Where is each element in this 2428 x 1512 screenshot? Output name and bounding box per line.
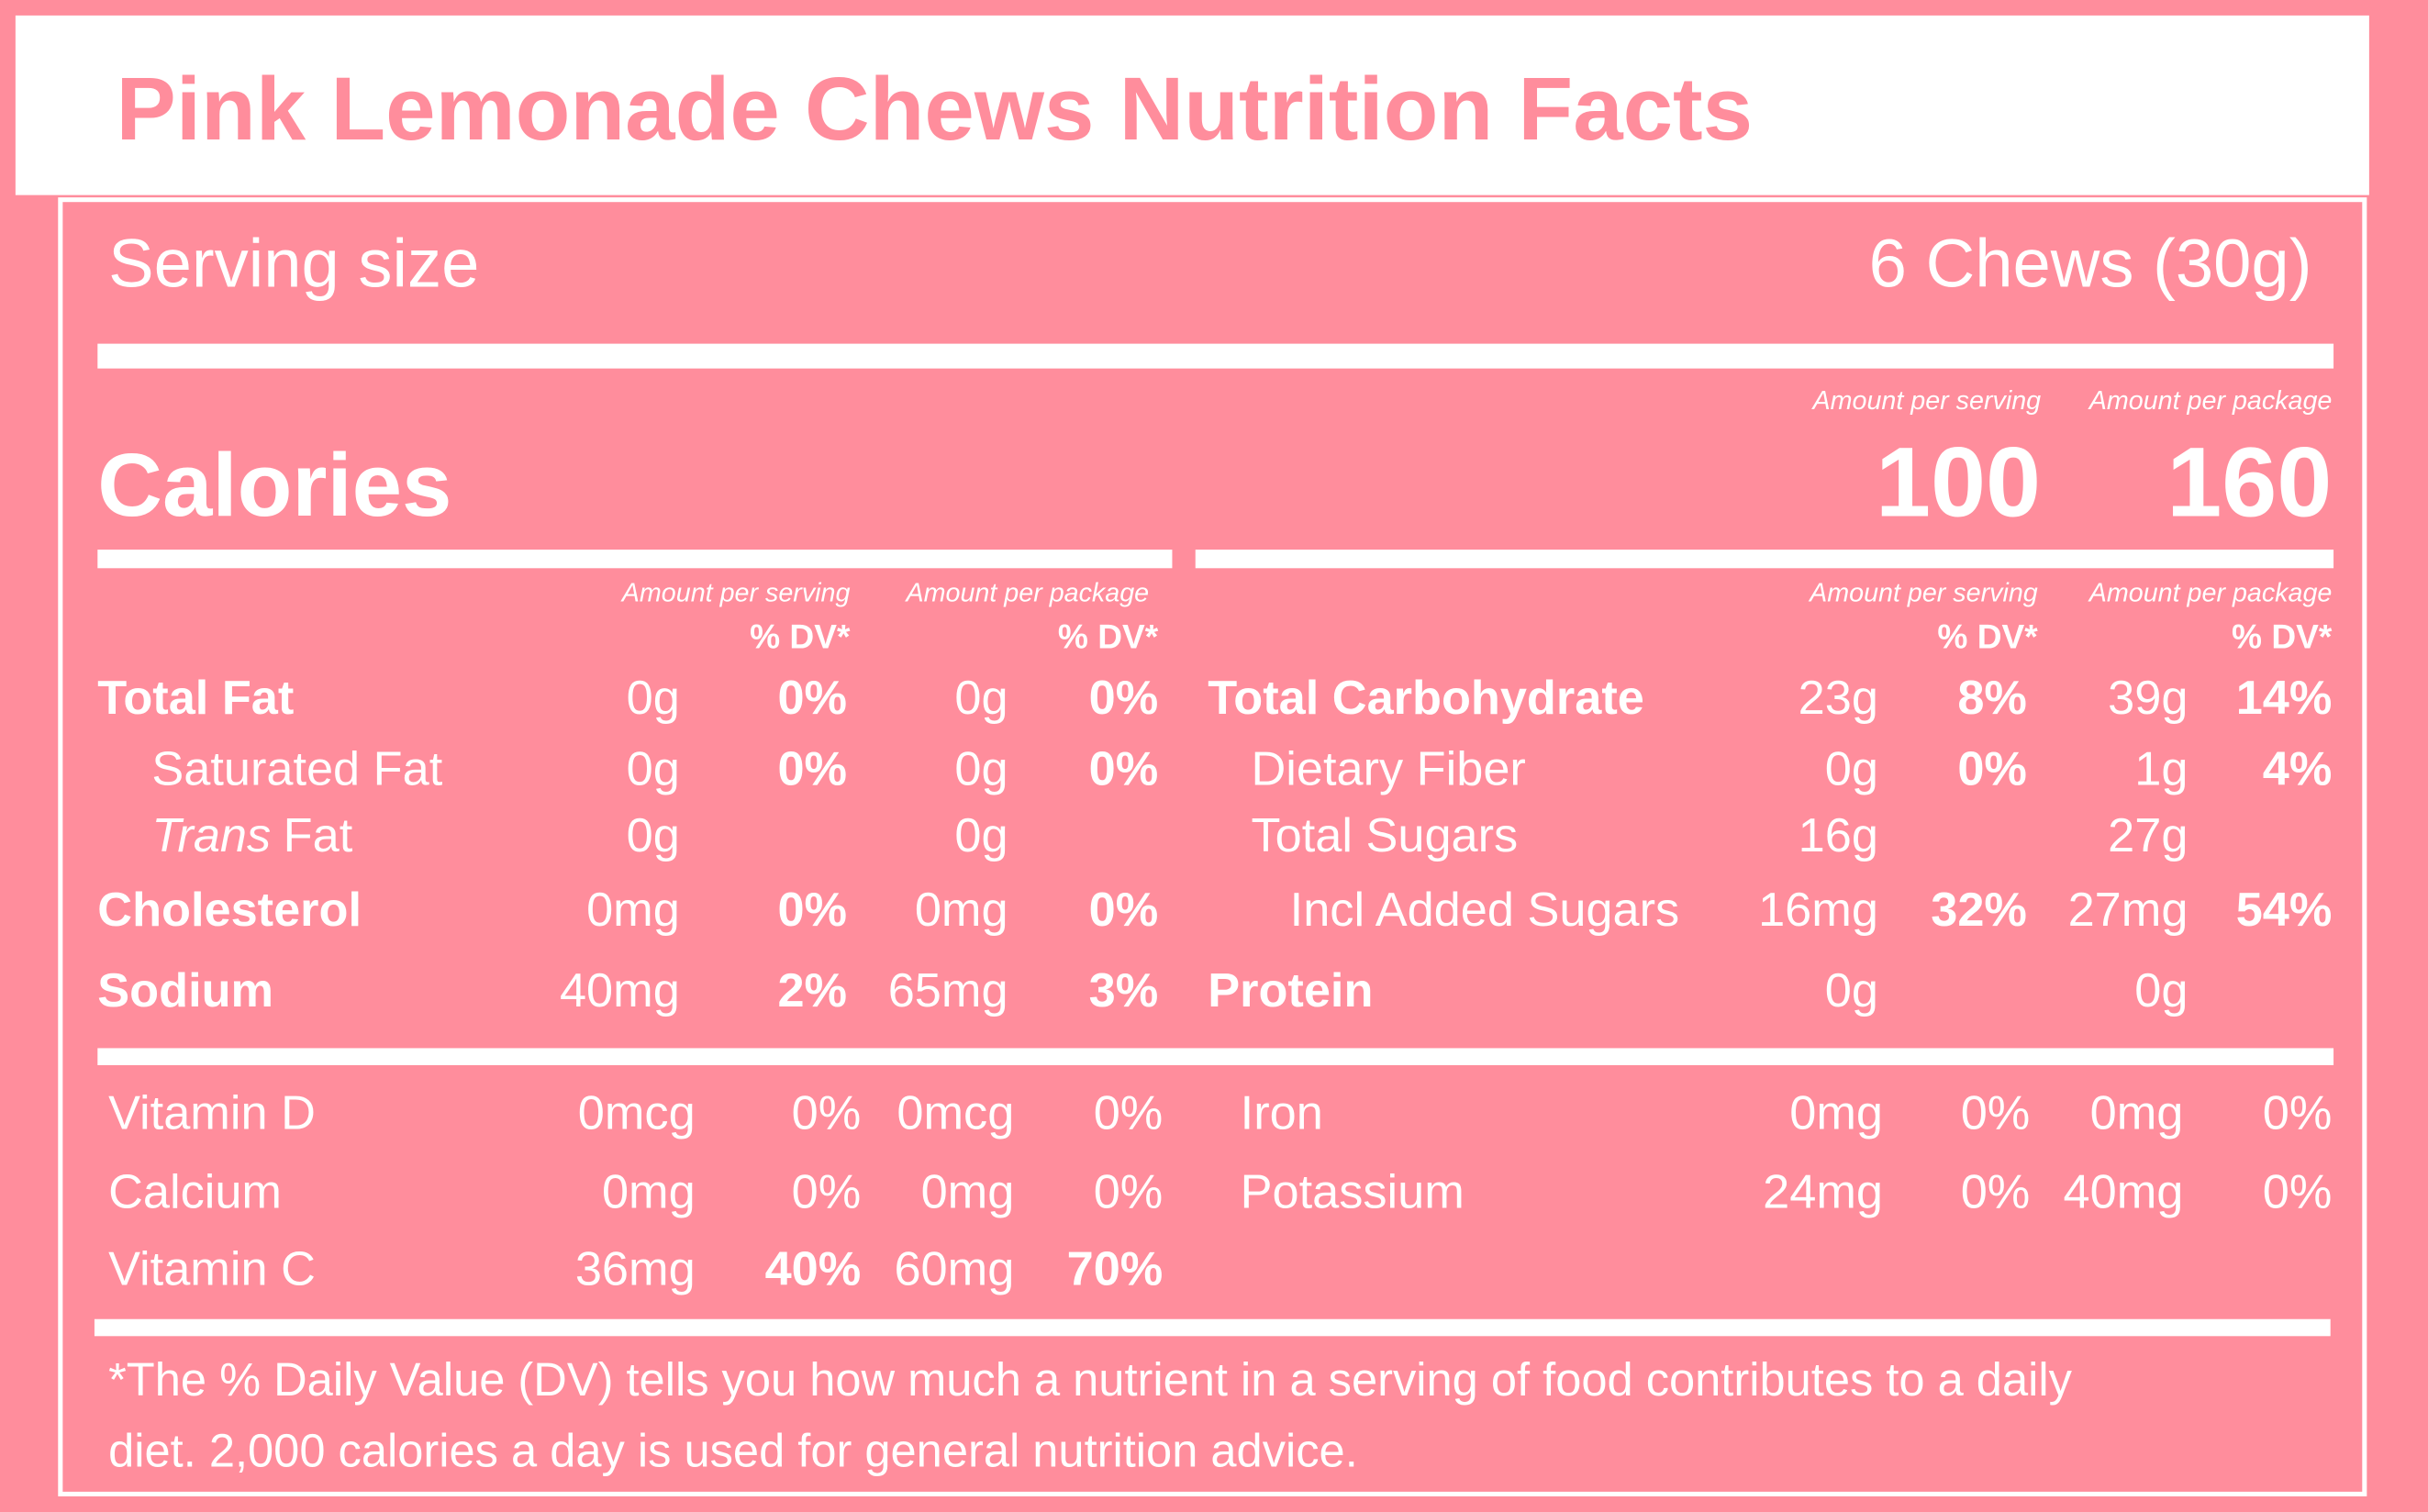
amount: 65mg [888, 964, 1008, 1017]
amount: 0g [1825, 964, 1878, 1017]
footnote: *The % Daily Value (DV) tells you how mu… [108, 1353, 2072, 1406]
nutrient-name: Dietary Fiber [1252, 743, 1526, 796]
amount: 0g [954, 743, 1008, 796]
daily-value: 0% [1089, 884, 1159, 937]
vitamin-name: Calcium [108, 1165, 282, 1218]
nutrient-name: Fat [284, 809, 353, 862]
amount: 0g [627, 743, 680, 796]
amount: 0mg [602, 1165, 696, 1218]
daily-value: 0% [792, 1086, 862, 1140]
amount: 27mg [2068, 884, 2189, 937]
daily-value: 0% [1094, 1165, 1164, 1218]
amount: 0mg [2090, 1086, 2184, 1140]
nutrient-name: Total Sugars [1252, 809, 1519, 862]
amount: 23g [1799, 672, 1878, 725]
daily-value: 0% [2263, 1165, 2333, 1218]
title: Pink Lemonade Chews Nutrition Facts [117, 58, 1754, 159]
daily-value: 0% [2263, 1086, 2333, 1140]
nutrient-name: Cholesterol [97, 884, 362, 937]
amount: 1g [2134, 743, 2188, 796]
nutrient-name: Incl Added Sugars [1290, 884, 1679, 937]
divider [97, 1048, 2334, 1065]
daily-value: 0% [1957, 743, 2027, 796]
calories-value: 100 [1876, 426, 2041, 537]
amount: 0mcg [897, 1086, 1014, 1140]
vitamin-name: Potassium [1241, 1165, 1465, 1218]
vitamin-name: Iron [1241, 1086, 1323, 1140]
daily-value: 54% [2236, 884, 2333, 937]
nutrient-name: Total Carbohydrate [1208, 672, 1644, 725]
daily-value: 0% [777, 884, 847, 937]
amount: 0g [1825, 743, 1878, 796]
daily-value: 8% [1957, 672, 2027, 725]
divider [97, 550, 1173, 569]
header: Amount per serving [620, 578, 851, 607]
amount: 0mg [921, 1165, 1015, 1218]
header: Amount per serving [1810, 386, 2041, 416]
amount: 36mg [575, 1243, 696, 1296]
amount: 0mg [1789, 1086, 1883, 1140]
daily-value: 40% [765, 1243, 862, 1296]
amount: 39g [2108, 672, 2188, 725]
nutrient-name: Sodium [97, 964, 273, 1017]
daily-value: 0% [1089, 743, 1159, 796]
amount: 40mg [2064, 1165, 2184, 1218]
amount: 60mg [894, 1243, 1014, 1296]
dv-header: % DV* [1058, 617, 1159, 656]
amount: 0mg [586, 884, 680, 937]
daily-value: 70% [1067, 1243, 1164, 1296]
vitamin-name: Vitamin C [108, 1243, 316, 1296]
calories-value: 160 [2166, 426, 2332, 537]
daily-value: 0% [1961, 1086, 2031, 1140]
dv-header: % DV* [1937, 617, 2038, 656]
footnote: diet. 2,000 calories a day is used for g… [108, 1425, 1358, 1477]
daily-value: 0% [1961, 1165, 2031, 1218]
serving-size-label: Serving size [108, 225, 479, 301]
daily-value: 3% [1089, 964, 1159, 1017]
amount: 16g [1799, 809, 1878, 862]
header: Amount per serving [1808, 578, 2038, 607]
daily-value: 4% [2263, 743, 2333, 796]
amount: 0mg [915, 884, 1008, 937]
amount: 24mg [1763, 1165, 1883, 1218]
nutrient-name: Trans Fat [151, 809, 352, 862]
vitamin-name: Vitamin D [108, 1086, 316, 1140]
amount: 0mcg [578, 1086, 696, 1140]
daily-value: 14% [2236, 672, 2333, 725]
divider [94, 1318, 2331, 1337]
serving-size-value: 6 Chews (30g) [1869, 225, 2312, 301]
header: Amount per package [2088, 386, 2333, 416]
dv-header: % DV* [750, 617, 851, 656]
amount: 27g [2108, 809, 2188, 862]
title-band [15, 15, 2369, 195]
nutrient-name: Total Fat [97, 672, 294, 725]
dv-header: % DV* [2232, 617, 2333, 656]
divider [97, 343, 2334, 369]
panel-border [58, 197, 2367, 1496]
header: Amount per package [2088, 578, 2333, 607]
nutrient-name: Protein [1208, 964, 1373, 1017]
amount: 0g [2134, 964, 2188, 1017]
amount: 0g [627, 809, 680, 862]
nutrient-name: Saturated Fat [151, 743, 442, 796]
amount: 0g [954, 809, 1008, 862]
header: Amount per package [905, 578, 1150, 607]
amount: 0g [954, 672, 1008, 725]
divider [1195, 550, 2334, 569]
amount: 40mg [560, 964, 680, 1017]
daily-value: 0% [777, 672, 847, 725]
daily-value: 0% [1089, 672, 1159, 725]
amount: 16mg [1758, 884, 1878, 937]
nutrient-name-italic: Trans [151, 809, 271, 862]
calories-label: Calories [97, 434, 451, 535]
daily-value: 0% [777, 743, 847, 796]
daily-value: 32% [1931, 884, 2027, 937]
daily-value: 0% [1094, 1086, 1164, 1140]
daily-value: 2% [777, 964, 847, 1017]
amount: 0g [627, 672, 680, 725]
daily-value: 0% [792, 1165, 862, 1218]
